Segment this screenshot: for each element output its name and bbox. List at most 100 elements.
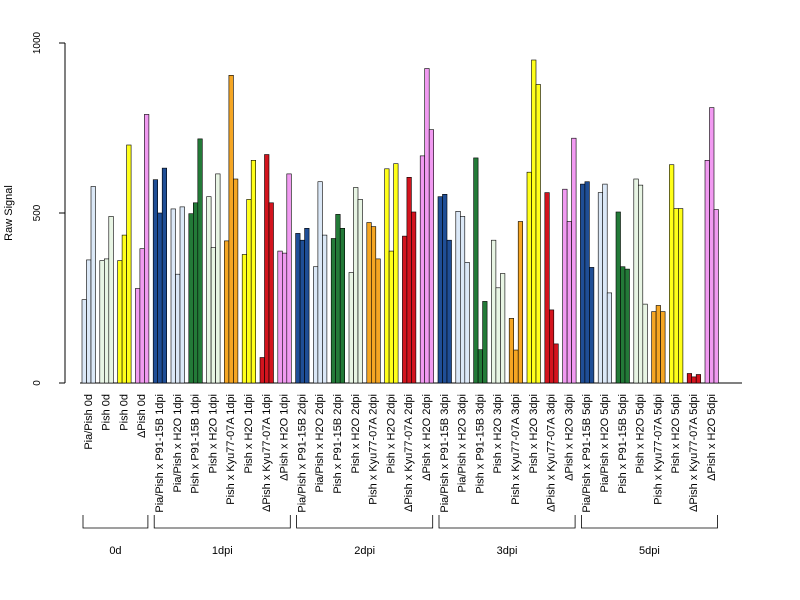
- category-label: ΔPish x H2O 1dpi: [279, 394, 291, 481]
- group-label: 5dpi: [639, 545, 660, 557]
- bar: [330, 238, 337, 384]
- bar: [86, 259, 92, 384]
- y-tick-label: 500: [32, 204, 43, 221]
- category-label: ΔPish x Kyu77-07A 1dpi: [261, 394, 273, 512]
- group-bracket: [296, 515, 434, 529]
- bar: [606, 292, 613, 384]
- bar: [197, 138, 203, 384]
- bar: [317, 181, 323, 384]
- category-label: ΔPish 0d: [136, 394, 148, 438]
- group-label: 1dpi: [212, 545, 233, 557]
- bar: [709, 107, 715, 384]
- bar: [224, 240, 230, 384]
- category-label: ΔPish x H2O 3dpi: [563, 394, 575, 481]
- y-axis-label: Raw Signal: [3, 185, 15, 241]
- bar: [424, 68, 430, 384]
- bar: [353, 187, 359, 384]
- group-label: 0d: [109, 545, 121, 557]
- bar: [669, 164, 675, 384]
- bar: [281, 252, 288, 384]
- bar: [655, 305, 661, 384]
- bar: [357, 199, 363, 384]
- bar: [580, 183, 586, 384]
- bar: [673, 208, 679, 384]
- category-label: Pish x H2O 5dpi: [635, 394, 647, 473]
- bar: [691, 376, 697, 384]
- bar: [584, 181, 590, 384]
- bar: [459, 216, 466, 384]
- bar: [491, 239, 497, 384]
- bar: [678, 208, 684, 384]
- y-tick-label: 1000: [32, 31, 43, 54]
- bar: [500, 273, 506, 384]
- bar: [464, 261, 470, 384]
- bar: [473, 157, 479, 384]
- bar: [313, 266, 319, 384]
- bar: [175, 273, 181, 384]
- bar: [388, 250, 394, 384]
- bar: [108, 216, 114, 384]
- bar: [152, 179, 158, 384]
- bar: [99, 260, 105, 384]
- bar: [215, 173, 221, 384]
- bar: [233, 178, 239, 384]
- bar: [548, 309, 555, 384]
- category-label: Pish x H2O 1dpi: [207, 394, 219, 473]
- bar: [566, 221, 572, 384]
- bar: [375, 258, 381, 384]
- bar: [695, 374, 702, 384]
- bar: [517, 221, 524, 384]
- category-label: Pia/Pish x H2O 1dpi: [172, 394, 184, 492]
- bar: [90, 186, 96, 384]
- bar: [442, 194, 448, 384]
- category-labels: Pia/Pish 0d Pish 0d Pish 0d ΔPish 0d Pia/Pis…: [83, 394, 718, 513]
- bar: [535, 84, 541, 384]
- category-label: Pish x P91-15B 2dpi: [332, 394, 344, 494]
- bar: [246, 199, 252, 384]
- bar: [571, 137, 577, 384]
- category-label: ΔPish x Kyu77-07A 5dpi: [688, 394, 700, 512]
- bar: [495, 287, 501, 384]
- bar: [81, 299, 87, 384]
- category-label: Pish x H2O 3dpi: [492, 394, 504, 473]
- category-label: Pish x Kyu77-07A 5dpi: [652, 394, 664, 505]
- bars: [81, 59, 719, 384]
- group-label: 3dpi: [497, 545, 518, 557]
- bar: [624, 268, 630, 384]
- bar: [277, 250, 283, 384]
- bar: [704, 160, 710, 384]
- category-label: Pish x H2O 2dpi: [385, 394, 397, 473]
- bar: [228, 75, 234, 384]
- bar: [660, 311, 666, 384]
- category-label: Pia/Pish x H2O 2dpi: [314, 394, 326, 492]
- category-label: Pia/Pish x P91-15B 2dpi: [296, 394, 308, 513]
- bar: [104, 258, 110, 384]
- bar: [241, 254, 247, 384]
- bar: [455, 211, 461, 384]
- bar: [402, 235, 408, 384]
- bar: [597, 192, 604, 384]
- bar: [531, 59, 537, 384]
- category-label: Pish x P91-15B 3dpi: [474, 394, 486, 494]
- category-label: Pia/Pish 0d: [83, 394, 95, 450]
- bar: [304, 228, 310, 384]
- bar: [117, 260, 123, 384]
- bar: [206, 196, 212, 384]
- group-bracket: [581, 515, 718, 529]
- bar: [602, 183, 608, 384]
- bar: [193, 202, 199, 384]
- category-label: Pia/Pish x H2O 5dpi: [599, 394, 611, 492]
- bar: [419, 155, 426, 384]
- bar: [139, 248, 145, 384]
- bar: [615, 211, 621, 384]
- bar: [642, 303, 648, 384]
- bar: [170, 208, 176, 384]
- bar: [157, 212, 163, 384]
- bar: [393, 163, 399, 384]
- category-label: Pish 0d: [118, 394, 130, 431]
- bar: [562, 188, 568, 384]
- bar: [411, 211, 417, 384]
- category-label: ΔPish x Kyu77-07A 2dpi: [403, 394, 415, 512]
- category-label: Pia/Pish x H2O 3dpi: [457, 394, 469, 492]
- category-label: ΔPish x H2O 2dpi: [421, 394, 433, 481]
